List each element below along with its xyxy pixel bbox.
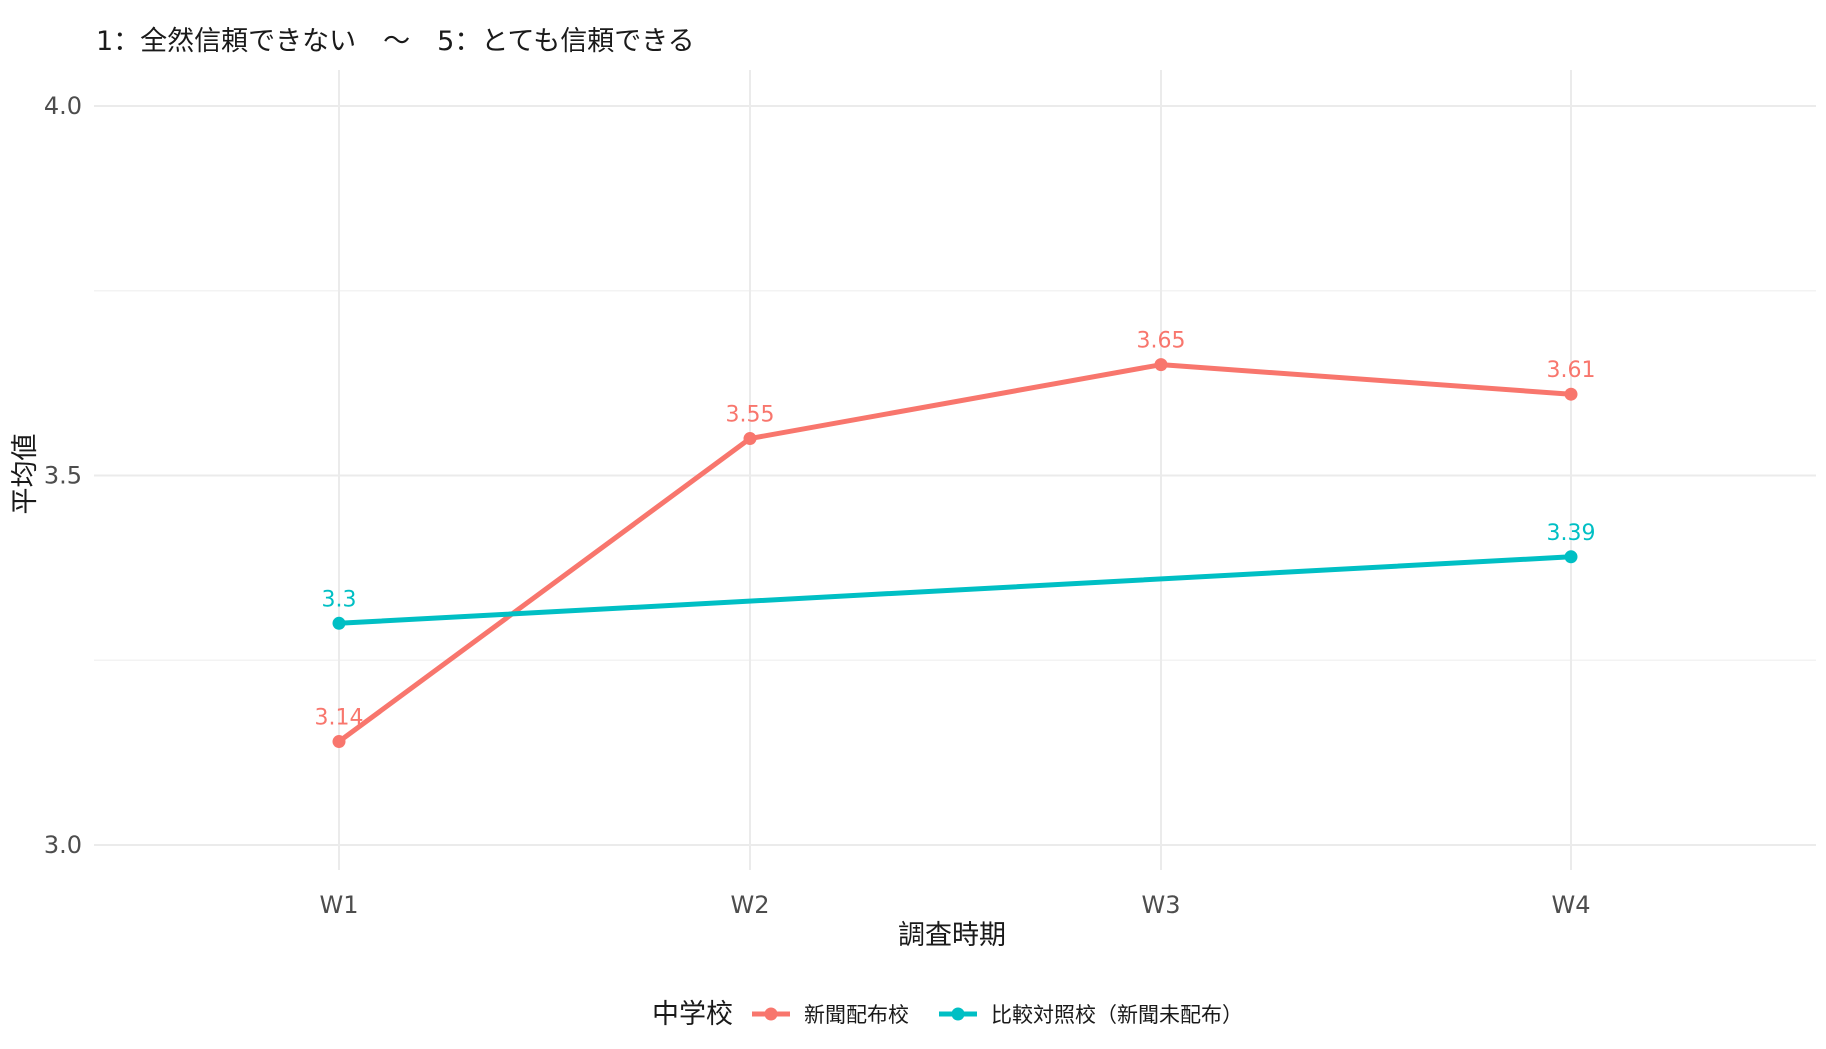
data-label: 3.65: [1137, 329, 1186, 354]
legend-marker: [764, 1007, 778, 1021]
y-axis-ticks: 3.0 3.5 4.0: [44, 92, 82, 859]
y-tick-label: 3.5: [44, 462, 82, 490]
legend-label: 比較対照校（新聞未配布）: [991, 1003, 1243, 1027]
data-label: 3.14: [315, 706, 364, 731]
series: [332, 358, 1578, 749]
data-point: [1564, 550, 1578, 564]
data-point: [1564, 387, 1578, 401]
data-point: [743, 432, 757, 446]
grid: [94, 70, 1816, 870]
legend-title: 中学校: [652, 999, 733, 1030]
series-line: [336, 554, 1574, 626]
x-axis-title: 調査時期: [898, 920, 1006, 951]
data-label: 3.39: [1547, 521, 1596, 546]
data-label: 3.55: [726, 403, 775, 428]
y-tick-label: 4.0: [44, 92, 82, 120]
data-label: 3.61: [1547, 358, 1596, 383]
data-label: 3.3: [322, 587, 357, 612]
series-line: [336, 362, 1574, 745]
data-labels: 3.14 3.55 3.65 3.61 3.3 3.39: [315, 329, 1596, 731]
y-axis-title: 平均値: [10, 434, 41, 515]
x-tick-label: W2: [731, 891, 770, 919]
data-point: [332, 616, 346, 630]
x-tick-label: W3: [1142, 891, 1181, 919]
x-tick-label: W1: [320, 891, 359, 919]
y-tick-label: 3.0: [44, 831, 82, 859]
legend-label: 新聞配布校: [804, 1003, 909, 1027]
x-axis-ticks: W1 W2 W3 W4: [320, 891, 1591, 919]
x-tick-label: W4: [1552, 891, 1591, 919]
data-point: [1154, 358, 1168, 372]
chart-subtitle: 1：全然信頼できない ～ 5：とても信頼できる: [96, 26, 695, 57]
legend: 中学校 新聞配布校 比較対照校（新聞未配布）: [652, 999, 1243, 1030]
data-point: [332, 735, 346, 749]
legend-marker: [951, 1007, 965, 1021]
legend-items: 新聞配布校 比較対照校（新聞未配布）: [752, 1003, 1243, 1027]
